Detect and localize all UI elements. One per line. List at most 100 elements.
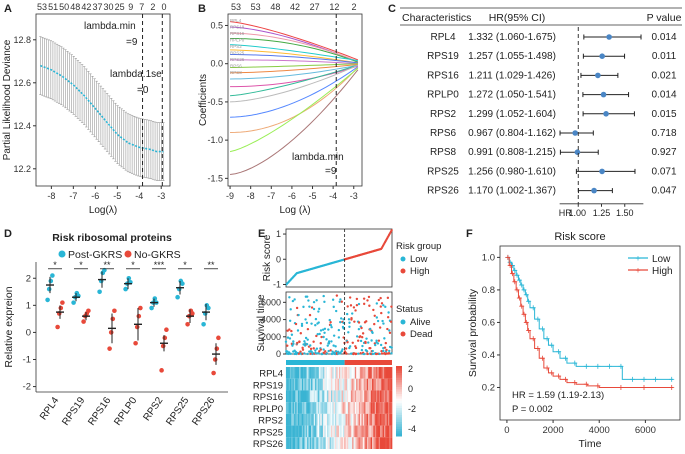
heatmap-cell — [350, 425, 353, 438]
data-point-no — [110, 316, 116, 322]
data-point-no — [86, 308, 91, 314]
heatmap-cell — [299, 437, 301, 449]
heatmap-cell — [330, 437, 333, 449]
survival-point — [287, 351, 291, 354]
header-characteristics: Characteristics — [402, 12, 471, 24]
heatmap-cell — [297, 425, 300, 438]
survival-point — [322, 348, 325, 351]
risk-frame — [285, 228, 393, 288]
heatmap-cell — [299, 367, 301, 379]
survival-point — [361, 332, 365, 335]
heatmap-cell — [303, 367, 305, 379]
heatmap-cell — [319, 413, 321, 426]
heatmap-cell — [338, 390, 341, 403]
annotation-lambda-1se: lambda.1se — [110, 69, 162, 80]
heatmap-cell — [352, 437, 354, 449]
survival-point — [319, 342, 322, 345]
survival-point — [374, 343, 377, 347]
heatmap-cell — [390, 390, 393, 403]
top-tick-label: 42 — [290, 2, 300, 12]
heatmap-cell — [357, 413, 360, 426]
heatmap-cell — [358, 425, 361, 438]
heatmap-cell — [321, 402, 324, 414]
heatmap-cell — [328, 413, 331, 426]
heatmap-cell — [345, 402, 348, 414]
colorbar-cell — [396, 391, 402, 395]
heatmap-cell — [312, 390, 315, 403]
heatmap-cell — [313, 390, 316, 403]
survival-point — [337, 336, 341, 339]
heatmap-cell — [382, 425, 385, 438]
survival-point — [366, 299, 369, 302]
km-curve-low — [506, 256, 674, 380]
heatmap-cell — [357, 402, 360, 414]
survival-point — [377, 298, 381, 302]
heatmap-cell — [341, 425, 344, 438]
heatmap-cell — [337, 402, 340, 414]
panel-d: D Risk ribosomal proteins Post-GKRS No-GKRS… — [3, 228, 228, 428]
data-point-post — [201, 321, 206, 327]
survival-point — [381, 319, 384, 323]
heatmap-cell — [317, 378, 320, 391]
top-tick-label: 53 — [37, 2, 47, 12]
row-ci: 1.332 (1.060-1.675) — [468, 32, 556, 43]
survival-y-label: Survival time — [256, 294, 267, 352]
survival-point — [358, 335, 361, 339]
heatmap-cell — [373, 437, 376, 449]
survival-point — [334, 350, 338, 353]
heatmap-cell — [382, 367, 385, 379]
annotation-lambda-min-value: =9 — [126, 37, 138, 48]
survival-point — [340, 350, 343, 353]
colorbar-cell — [396, 370, 402, 374]
heatmap-cell — [385, 378, 388, 391]
heatmap-cell — [353, 390, 356, 403]
survival-point — [354, 352, 358, 356]
survival-point — [292, 340, 295, 343]
heatmap-cell — [300, 402, 303, 414]
heatmap-cell — [285, 402, 288, 414]
x-tick-label: -3 — [350, 191, 358, 201]
heatmap-cell — [346, 425, 349, 438]
heatmap-cell — [307, 437, 309, 449]
survival-point — [305, 342, 309, 346]
survival-point — [288, 319, 292, 322]
row-name: RPS19 — [427, 51, 459, 62]
survival-point — [342, 318, 345, 321]
heatmap-cell — [390, 413, 393, 426]
survival-point — [384, 341, 388, 345]
heatmap-cell — [311, 378, 313, 391]
survival-point — [322, 351, 325, 355]
heatmap-cell — [362, 425, 365, 438]
survival-point — [388, 331, 392, 335]
heatmap-cell — [308, 378, 311, 391]
heatmap-cell — [365, 402, 368, 414]
heatmap-cell — [337, 425, 340, 438]
survival-point — [380, 311, 383, 315]
top-tick-label: 7 — [139, 2, 144, 12]
survival-point — [318, 307, 321, 311]
legend-marker-alive — [400, 319, 406, 325]
colorbar-label: 2 — [408, 364, 413, 374]
x-tick-label: RPL4 — [38, 395, 62, 422]
heatmap-cell — [288, 402, 291, 414]
heatmap-cell — [376, 390, 378, 403]
colorbar-cell — [396, 377, 402, 381]
survival-point — [315, 299, 318, 302]
x-tick-label: RPS2 — [141, 395, 165, 423]
survival-point — [336, 352, 340, 355]
row-name: RPL4 — [430, 32, 455, 43]
survival-point — [318, 350, 321, 353]
x-tick-label: RPS26 — [190, 395, 217, 428]
heatmap-cell — [390, 425, 393, 438]
survival-point — [339, 298, 342, 301]
survival-point — [296, 341, 299, 345]
heatmap-cell — [341, 367, 344, 379]
heatmap-cell — [288, 390, 291, 403]
heatmap-cell — [312, 378, 315, 391]
survival-point — [348, 325, 351, 329]
survival-point — [329, 349, 332, 352]
colorbar-cell — [396, 396, 402, 400]
survival-point — [329, 321, 332, 324]
row-name: RPS8 — [430, 147, 457, 158]
heatmap-cell — [389, 402, 392, 414]
